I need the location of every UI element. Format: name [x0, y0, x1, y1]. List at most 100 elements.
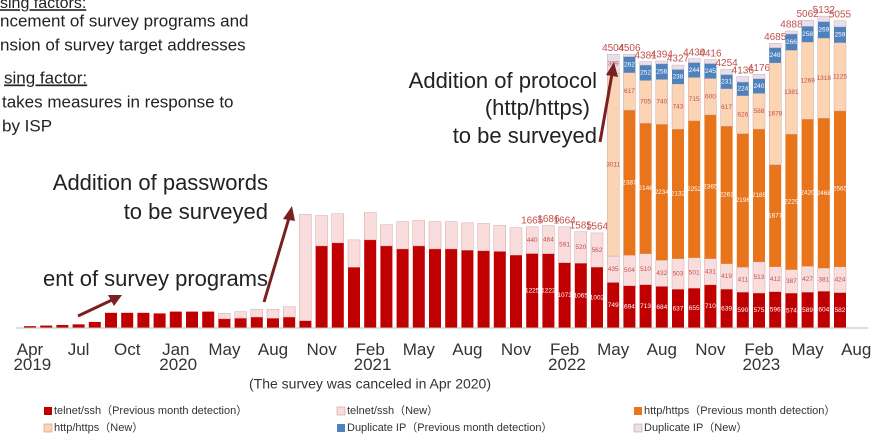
annotation: Addition of passwords: [53, 170, 268, 195]
bar-segment: [526, 226, 539, 254]
bar-segment: [558, 226, 571, 263]
bar-segment: [153, 313, 166, 328]
bar-segment: [655, 286, 668, 328]
data-label: 740: [656, 99, 667, 106]
bar-segment: [250, 308, 264, 318]
bar-segment: [639, 284, 652, 328]
legend-swatch: [44, 407, 52, 415]
bar-segment: [364, 239, 377, 328]
bar-segment: [542, 253, 555, 328]
bar-segment: [736, 76, 749, 83]
data-label: 258: [802, 31, 813, 38]
data-label: 503: [673, 271, 684, 278]
bar-segment: [753, 78, 765, 94]
data-label: 269: [818, 27, 829, 34]
bar-segment: [283, 306, 296, 318]
total-label: 4254: [715, 58, 738, 69]
bar-segment: [801, 26, 814, 43]
x-tick-label: Nov: [306, 340, 337, 359]
bar-segment: [477, 250, 490, 328]
data-label: 562: [592, 247, 603, 254]
data-label: 510: [640, 266, 651, 273]
data-label: 715: [689, 96, 700, 103]
data-label: 2387: [622, 179, 637, 186]
bar-segment: [769, 291, 782, 328]
bar-segment: [591, 267, 603, 328]
data-label: 2234: [655, 189, 670, 196]
annotation: sing factor:: [4, 68, 87, 87]
bar-segment: [817, 118, 830, 269]
bar-segment: [785, 293, 798, 328]
bar-segment: [461, 250, 474, 328]
bar-segment: [396, 221, 409, 250]
total-label: 4176: [748, 63, 771, 74]
x-tick-label: May: [597, 340, 630, 359]
bar-segment: [266, 308, 280, 319]
bar-segment: [704, 284, 717, 328]
bar-segment: [445, 221, 458, 250]
bar-segment: [736, 133, 749, 268]
total-label: 4430: [683, 47, 706, 58]
data-label: 266: [786, 39, 797, 46]
bar-segment: [493, 251, 506, 328]
data-label: 1318: [817, 75, 832, 82]
data-label: 435: [608, 266, 619, 273]
bar-segment: [428, 221, 442, 250]
bar-segment: [105, 312, 117, 328]
bar-segment: [574, 231, 587, 264]
x-tick-label: May: [208, 340, 241, 359]
data-label: 252: [640, 69, 651, 76]
data-label: 3011: [606, 161, 620, 168]
data-label: 424: [835, 276, 846, 283]
bar-segment: [169, 311, 182, 328]
bar-segment: [720, 88, 733, 127]
bar-segment: [607, 282, 620, 328]
bar-segment: [509, 227, 523, 256]
total-label: 5062: [796, 9, 819, 20]
annotation: ent of survey programs: [43, 266, 268, 291]
bar-segment: [704, 114, 717, 259]
data-label: 1677: [768, 213, 783, 220]
x-tick-label: Nov: [501, 340, 532, 359]
data-label: 238: [673, 73, 684, 80]
bar-segment: [672, 69, 684, 85]
bar-segment: [834, 292, 846, 328]
bar-segment: [720, 69, 733, 75]
bar-segment: [769, 47, 782, 63]
data-label: 582: [835, 307, 846, 314]
data-label: 591: [559, 242, 570, 249]
bar-segment: [412, 245, 425, 328]
bar-segment: [833, 20, 847, 28]
bar-segment: [639, 123, 652, 254]
data-label: 464: [543, 236, 554, 243]
bar-segment: [753, 129, 765, 262]
data-label: 2132: [671, 191, 686, 198]
total-label: 4327: [667, 54, 690, 65]
bar-segment: [396, 249, 409, 328]
data-label: 381: [818, 276, 829, 283]
bar-segment: [234, 318, 247, 328]
bar-segment: [736, 292, 749, 328]
data-label: 231: [721, 78, 732, 85]
annotation: sing factors:: [0, 0, 86, 12]
bar-segment: [672, 289, 684, 328]
bar-segment: [834, 26, 846, 43]
bar-segment: [753, 293, 765, 328]
bar-segment: [234, 311, 247, 319]
bar-segment: [736, 266, 749, 293]
bar-segment: [477, 223, 490, 252]
bar-segment: [720, 126, 733, 264]
bar-segment: [688, 120, 701, 258]
x-tick-label: Oct: [114, 340, 141, 359]
data-label: 504: [624, 267, 635, 274]
bar-segment: [380, 224, 393, 247]
annotation: to be surveyed: [124, 199, 268, 224]
bar-segment: [655, 60, 668, 65]
bar-segment: [267, 318, 279, 328]
bar-segment: [299, 320, 312, 328]
bar-segment: [218, 313, 231, 320]
bar-segment: [720, 289, 733, 328]
data-label: 1073: [557, 292, 572, 299]
data-label: 743: [673, 103, 684, 110]
